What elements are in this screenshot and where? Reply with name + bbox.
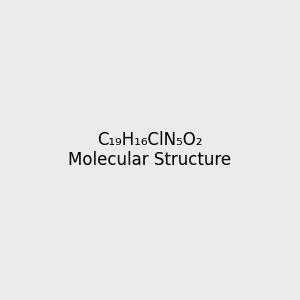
Text: C₁₉H₁₆ClN₅O₂
Molecular Structure: C₁₉H₁₆ClN₅O₂ Molecular Structure: [68, 130, 232, 170]
